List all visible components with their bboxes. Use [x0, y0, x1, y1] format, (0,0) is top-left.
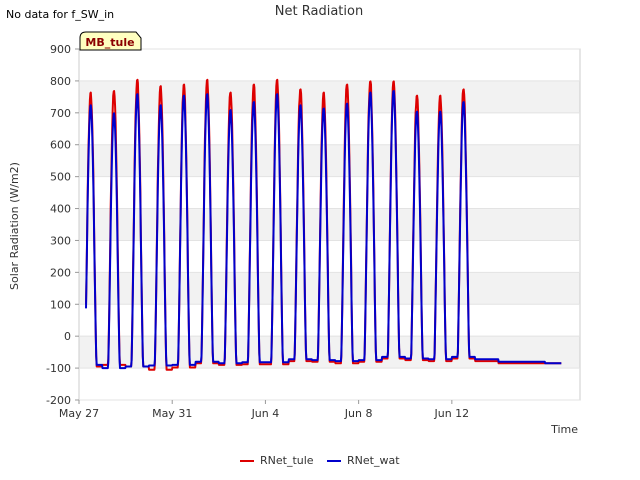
plot-band	[79, 272, 580, 305]
legend-label: RNet_wat	[347, 454, 400, 467]
series-lines	[85, 78, 562, 371]
legend-item: RNet_tule	[240, 454, 314, 467]
y-tick-label: 500	[50, 171, 71, 184]
x-tick-label: May 27	[59, 407, 99, 420]
y-tick-label: 700	[50, 107, 71, 120]
x-tick-label: Jun 4	[251, 407, 280, 420]
y-tick-label: 900	[50, 43, 71, 56]
x-axis-label: Time	[550, 423, 578, 436]
plot-band	[79, 208, 580, 241]
y-tick-label: -100	[46, 362, 71, 375]
y-axis-ticks: -200 -100 0 100 200 300 400 500 600 700 800 900	[46, 43, 79, 407]
series-tag-label: MB_tule	[85, 36, 134, 49]
chart-title: Net Radiation	[275, 4, 363, 19]
x-tick-label: Jun 8	[344, 407, 373, 420]
legend-item: RNet_wat	[327, 454, 400, 467]
y-tick-label: 100	[50, 298, 71, 311]
y-tick-label: 600	[50, 139, 71, 152]
legend-label: RNet_tule	[260, 454, 314, 467]
series-line-RNet_wat	[85, 90, 562, 370]
no-data-note: No data for f_SW_in	[6, 8, 115, 21]
y-axis-label: Solar Radiation (W/m2)	[8, 162, 21, 290]
x-tick-label: May 31	[152, 407, 192, 420]
x-tick-label: Jun 12	[433, 407, 469, 420]
plot-band	[79, 80, 580, 113]
series-tag-box	[79, 31, 142, 51]
y-tick-label: 200	[50, 266, 71, 279]
legend: RNet_tule RNet_wat	[240, 454, 400, 467]
y-tick-label: 300	[50, 234, 71, 247]
x-axis-ticks: May 27 May 31 Jun 4 Jun 8 Jun 12	[59, 400, 469, 420]
y-tick-label: 400	[50, 203, 71, 216]
y-tick-label: 0	[64, 330, 71, 343]
plot-band	[79, 144, 580, 177]
series-tag: MB_tule	[79, 31, 142, 51]
y-tick-label: 800	[50, 75, 71, 88]
y-tick-label: -200	[46, 394, 71, 407]
